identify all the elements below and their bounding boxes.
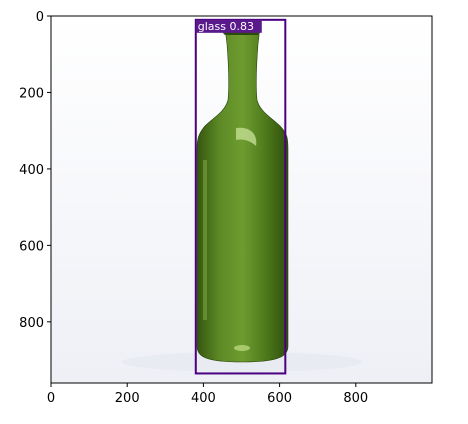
bottle-highlight [236,127,257,146]
detection-label: glass 0.83 [198,20,254,33]
bottle-base-glint [234,345,250,351]
bottle-side-reflection [203,160,207,320]
y-tick-label: 200 [19,86,44,101]
axes-frame [50,15,433,384]
x-tick-label: 0 [47,391,55,406]
y-tick-label: 600 [19,239,44,254]
x-axis: 0 200 400 600 800 [47,383,368,406]
y-axis: 0 200 400 600 800 [19,10,51,331]
x-tick-label: 800 [343,391,368,406]
x-tick-label: 200 [115,391,140,406]
y-tick-label: 800 [19,316,44,331]
photo-image [51,16,432,383]
x-tick-label: 600 [267,391,292,406]
y-tick-label: 0 [36,10,44,25]
y-tick-label: 400 [19,163,44,178]
detection-label-background [195,19,262,33]
detection: glass 0.83 [194,18,287,375]
x-tick-label: 400 [191,391,216,406]
bottle-icon [196,23,289,363]
